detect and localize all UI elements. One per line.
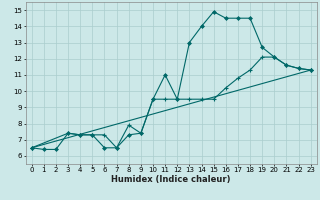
X-axis label: Humidex (Indice chaleur): Humidex (Indice chaleur) [111,175,231,184]
